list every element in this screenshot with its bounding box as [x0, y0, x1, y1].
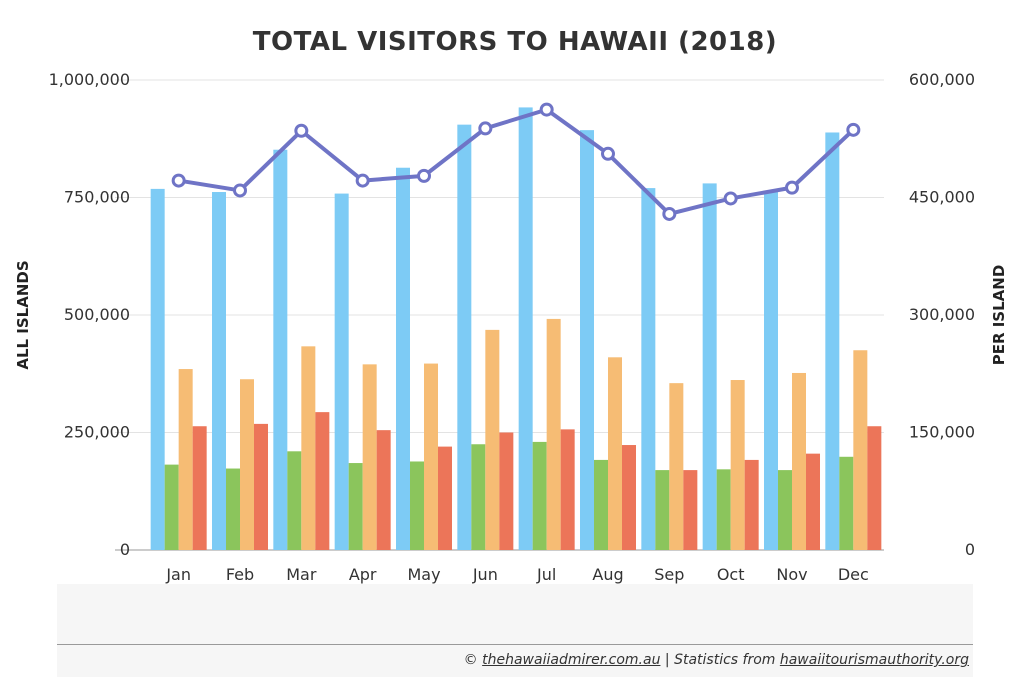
x-tick-label: Jan — [165, 565, 191, 584]
bar-kauai — [532, 441, 547, 550]
bar-kauai — [655, 470, 670, 550]
bar-kauai — [226, 468, 240, 550]
y-left-tick-labels: 0 250,000 500,000 750,000 1,000,000 — [49, 70, 130, 559]
line-all-islands — [178, 107, 855, 216]
point-all-islands — [601, 146, 615, 161]
point-all-islands — [171, 173, 186, 188]
bar-kauai — [287, 451, 302, 550]
x-tick-label: Dec — [838, 565, 869, 584]
y-left-tick-label: 0 — [120, 540, 130, 559]
bar-hawaii-island — [560, 429, 575, 550]
bar-oahu — [641, 188, 656, 550]
point-all-islands — [478, 121, 493, 136]
bar-oahu — [580, 130, 594, 550]
bar-oahu — [457, 124, 472, 551]
y-left-tick-label: 500,000 — [64, 305, 130, 324]
bar-hawaii-island — [867, 426, 882, 550]
bar-hawaii-island — [806, 453, 820, 550]
bar-maui — [301, 346, 316, 550]
bar-hawaii-island — [254, 423, 268, 550]
footer-credits: © thehawaiiadmirer.com.au | Statistics f… — [464, 652, 969, 668]
y-left-tick-label: 750,000 — [64, 188, 130, 207]
x-tick-label: Aug — [592, 565, 623, 584]
y-right-axis-label: PER ISLAND — [990, 265, 1008, 366]
bar-oahu — [150, 188, 165, 550]
bar-kauai — [348, 463, 363, 550]
y-right-tick-label: 450,000 — [909, 188, 975, 207]
point-all-islands — [785, 180, 799, 195]
y-right-tick-label: 600,000 — [909, 70, 975, 89]
bar-oahu — [212, 192, 226, 550]
bar-maui — [792, 372, 806, 550]
footer-divider — [57, 644, 973, 645]
bar-kauai — [410, 461, 424, 550]
bar-hawaii-island — [376, 430, 391, 550]
bar-maui — [362, 364, 377, 550]
point-all-islands — [846, 122, 861, 137]
y-left-axis-label: ALL ISLANDS — [14, 260, 32, 369]
y-right-tick-labels: 0 150,000 300,000 450,000 600,000 — [909, 70, 975, 559]
x-tick-label: Nov — [776, 565, 807, 584]
y-left-tick-label: 1,000,000 — [49, 70, 130, 89]
bar-series — [150, 107, 882, 551]
bar-hawaii-island — [192, 426, 207, 550]
bar-hawaii-island — [683, 470, 698, 550]
bar-maui — [240, 379, 254, 550]
x-tick-label: Jul — [536, 565, 556, 584]
x-tick-label: Oct — [717, 565, 745, 584]
site-link[interactable]: thehawaiiadmirer.com.au — [482, 652, 661, 668]
bar-hawaii-island — [499, 432, 514, 550]
y-right-tick-label: 300,000 — [909, 305, 975, 324]
bar-maui — [730, 380, 745, 550]
bar-kauai — [716, 469, 731, 550]
x-tick-labels: Jan Feb Mar Apr May Jun Jul Aug Sep Oct Nov Dec — [165, 565, 868, 584]
footer-bar — [57, 584, 973, 677]
y-right-tick-label: 150,000 — [909, 423, 975, 442]
bar-maui — [608, 357, 622, 550]
x-tick-label: Jun — [472, 565, 498, 584]
bar-hawaii-island — [438, 446, 452, 550]
x-tick-label: Sep — [654, 565, 684, 584]
bar-hawaii-island — [315, 412, 330, 550]
bar-oahu — [396, 167, 410, 550]
point-all-islands — [723, 191, 738, 206]
bar-oahu — [702, 183, 717, 550]
footer-separator: | Statistics from — [660, 652, 780, 668]
point-all-islands — [417, 168, 431, 183]
bar-kauai — [594, 459, 608, 550]
x-tick-label: Mar — [286, 565, 317, 584]
x-tick-label: May — [407, 565, 440, 584]
bar-maui — [853, 350, 868, 550]
bar-maui — [424, 363, 438, 550]
bar-kauai — [164, 464, 179, 550]
source-link[interactable]: hawaiitourismauthority.org — [779, 652, 969, 668]
bar-hawaii-island — [622, 445, 636, 550]
bar-oahu — [334, 193, 349, 551]
bar-kauai — [839, 456, 854, 550]
copyright-symbol: © — [463, 652, 478, 668]
bar-oahu — [518, 107, 533, 551]
bar-kauai — [778, 470, 792, 550]
chart-title: TOTAL VISITORS TO HAWAII (2018) — [253, 27, 777, 57]
bar-maui — [485, 329, 500, 550]
y-right-tick-label: 0 — [965, 540, 975, 559]
bar-oahu — [825, 132, 840, 550]
bar-maui — [546, 318, 561, 550]
x-tick-label: Feb — [226, 565, 254, 584]
x-tick-label: Apr — [349, 565, 377, 584]
bar-oahu — [764, 192, 778, 550]
bar-kauai — [471, 444, 486, 550]
point-all-islands — [662, 206, 677, 221]
line-series — [171, 102, 861, 221]
bar-maui — [178, 369, 193, 550]
point-all-islands — [355, 173, 370, 188]
bar-hawaii-island — [744, 459, 759, 550]
y-left-tick-label: 250,000 — [64, 423, 130, 442]
point-all-islands — [233, 183, 247, 198]
point-all-islands — [294, 123, 309, 138]
bar-maui — [669, 383, 684, 550]
point-all-islands — [539, 102, 554, 117]
bar-oahu — [273, 149, 288, 550]
